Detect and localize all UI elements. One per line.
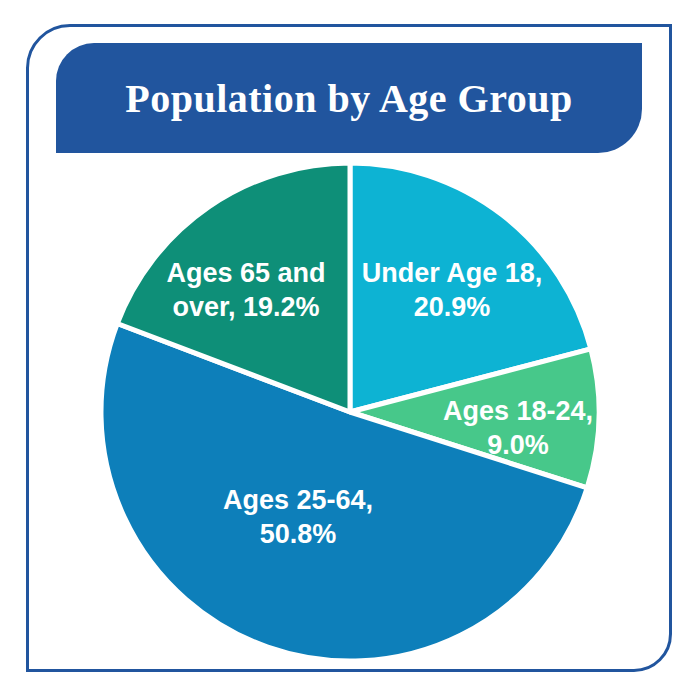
- infographic-page: Population by Age Group Under Age 18,20.…: [0, 0, 700, 700]
- chart-title-banner: Population by Age Group: [56, 43, 642, 153]
- chart-title: Population by Age Group: [125, 75, 573, 122]
